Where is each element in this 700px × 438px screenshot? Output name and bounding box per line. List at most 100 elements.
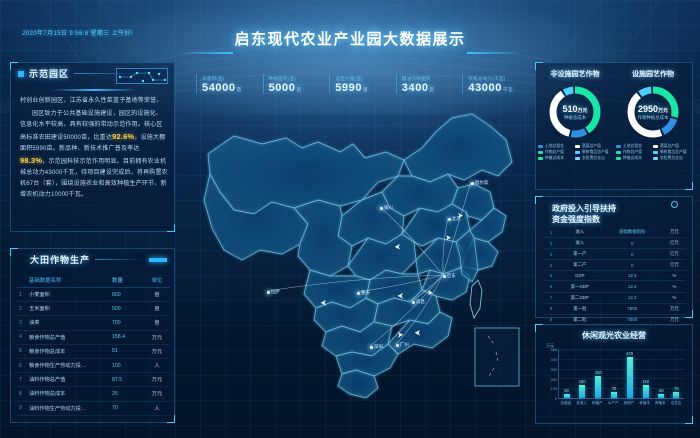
kpi-unit: 亩 [363,87,369,92]
kpi-unit: 千瓦 [502,87,514,92]
policy-row[interactable]: 6 第一GDP 12.4 % [544,280,686,293]
map-city-dot[interactable] [357,292,360,295]
donut-center-subtitle: 种植总成本 [564,114,586,120]
legend-item[interactable]: 作物总产值 [538,150,572,155]
table-row[interactable]: 1 小麦面积 800 亩 [17,287,170,303]
table-row[interactable]: 3 油菜 700 亩 [17,315,170,331]
legend-item[interactable]: 种植总成本 [616,156,650,161]
legend-item[interactable]: 蔬菜总产值 [575,144,609,149]
legend-item[interactable]: 农投费总支出 [575,156,609,161]
donut-center-text: 2950万元 作物种植总成本 [638,104,669,121]
intro-highlight-1: 92.6% [112,132,135,141]
table-row[interactable]: 2 玉米面积 500 亩 [17,301,170,317]
table-row[interactable]: 5 粮食作物总成本 51 万元 [17,344,170,359]
legend-swatch-icon [575,145,580,148]
header-divider-table [95,259,144,260]
map-city-dot[interactable] [443,275,446,278]
donut-chart[interactable]: 2950万元 作物种植总成本 土地总租金 蔬菜总产值 作物总产值 果树食品总产值 种植总… [614,83,692,161]
bar-column[interactable]: 70 [610,349,617,398]
page-title-container: 启东现代农业产业园大数据展示 [0,28,700,58]
bar-column[interactable]: 50 [658,349,665,398]
policy-row-name: 第一GDP [558,280,602,293]
map-city-dot[interactable] [412,301,415,304]
row-index: 7 [17,372,27,388]
bar-column[interactable]: 470 [626,349,633,398]
policy-row[interactable]: 7 第二GDP 12.3 % [544,292,686,304]
square-bullet-icon [18,70,24,77]
china-map[interactable]: 哈尔滨 北京 银川 启东 拉萨 重庆 南昌 广州 深圳 [190,104,530,410]
policy-row-name: 第二GDP [558,292,602,304]
bar-rect [658,393,665,398]
policy-row-index: 8 [544,303,558,315]
kpi-label: 种植面积(亩) [268,76,297,81]
policy-row-value: 7500 [601,303,663,315]
bar-value-label: 150 [642,379,650,385]
policy-row-unit: 亿元 [662,259,686,272]
current-datetime: 2020年7月15日 9:56:8 星期三 上午好! [22,31,134,37]
policy-title-line: 政府投入引导扶持 [552,204,616,213]
map-city-dot[interactable] [396,344,399,347]
intro-paragraph-1: 村创业创新园区、江苏省永久性菜篮子基地等荣誉。 [20,98,163,104]
policy-row[interactable]: 8 第一批 7500 万元 [544,303,686,315]
legend-item[interactable]: 作物总产值 [616,150,650,155]
row-index: 4 [17,330,27,345]
policy-row[interactable]: 1 收入 基础数据指标 万元 [544,227,686,239]
bar-rect [626,357,633,398]
bar-column[interactable]: 50 [563,349,570,398]
table-row[interactable]: 7 油料作物总产值 87.5 万元 [17,372,170,388]
policy-row[interactable]: 5 GDP 12.3 % [544,270,686,282]
policy-row-index: 1 [544,227,558,239]
bar-column[interactable]: 75 [673,349,680,398]
policy-row-value: 0 [601,237,663,250]
map-city-dot[interactable] [267,291,270,294]
map-city-dot[interactable] [448,218,451,221]
legend-item[interactable]: 土地总租金 [616,144,650,149]
bar-column[interactable]: 150 [579,349,586,398]
legend-item[interactable]: 土地总租金 [538,144,572,149]
south-china-sea-inset [474,327,520,387]
x-axis-tick: 种植本 [639,401,651,405]
panel-government-funding-index: 政府投入引导扶持 资金强度指数 1 收入 基础数据指标 万元 2 收入 0 亿元 … [535,196,693,326]
map-city-dot[interactable] [380,207,383,210]
row-unit: 人 [144,401,170,416]
kpi-row: 总面积(亩) 54000亩 种植面积(亩) 5000亩 设施大棚(亩) 5990… [196,74,526,94]
legend-item[interactable]: 果树食品总产值 [653,150,687,155]
legend-swatch-icon [616,151,621,154]
china-map-svg [203,113,520,399]
legend-swatch-icon [616,145,621,148]
legend-item[interactable]: 种植总成本 [538,156,572,161]
donut-title: 非设施园艺作物 [550,71,600,78]
policy-row[interactable]: 2 收入 0 亿元 [544,237,686,250]
legend-item[interactable]: 果树食品总产值 [575,150,609,155]
y-axis-tick: 400 [550,357,557,362]
kpi-unit: 亩 [236,87,242,92]
map-city-dot[interactable] [370,346,373,349]
donut-title: 设施园艺作物 [632,71,674,78]
map-city-dot[interactable] [471,182,474,185]
legend-item[interactable]: 蔬菜总产值 [653,144,687,149]
donut-chart[interactable]: 510万元 种植总成本 土地总租金 蔬菜总产值 作物总产值 果树食品总产值 种植总成本农… [536,83,614,161]
table-row[interactable]: 4 粮食作物总产值 158.4 万元 [17,330,170,345]
x-axis-tick: 种植产 [591,401,603,405]
x-axis-tick: 总租金 [560,401,572,405]
table-row[interactable]: 9 油料作物生产劳动力投… 70 人 [17,401,170,416]
kpi-value: 54000亩 [202,82,242,94]
policy-row-unit: 亿元 [662,248,686,261]
legend-item[interactable]: 农投费总支出 [653,156,687,161]
bar-column[interactable]: 250 [595,349,602,398]
row-name: 油料作物总成本 [27,386,110,402]
y-axis-tick: 100 [550,387,557,392]
bar-column[interactable]: 150 [642,349,649,398]
row-quantity: 70 [110,401,144,416]
table-row[interactable]: 6 粮食作物生产劳动力投… 100 人 [17,358,170,374]
y-axis-tick: 0 [554,397,557,402]
policy-panel-title: 政府投入引导扶持 资金强度指数 [552,203,662,225]
intro-highlight-2: 98.3% [20,156,43,165]
panel-accent-bar [149,257,167,262]
policy-row[interactable]: 3 第一产 0 亿元 [544,248,686,261]
grid-line [559,388,684,390]
policy-row-unit: 万元 [662,227,686,239]
policy-row[interactable]: 4 第二产 0 亿元 [544,259,686,272]
panel-title-intro: 示范园区 [29,69,70,79]
table-row[interactable]: 8 油料作物总成本 25 万元 [17,386,170,402]
